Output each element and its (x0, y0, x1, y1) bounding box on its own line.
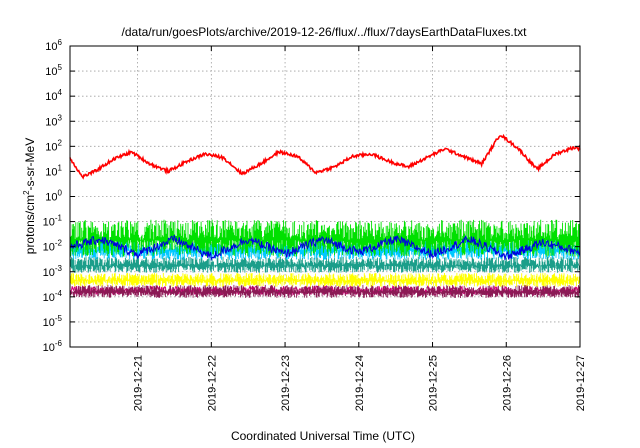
y-tick-base: 10 (45, 166, 57, 178)
y-tick-label: 106 (45, 38, 62, 53)
y-tick-base: 10 (45, 116, 57, 128)
chart-title: /data/run/goesPlots/archive/2019-12-26/f… (122, 25, 528, 39)
y-tick-exponent: 2 (58, 138, 63, 147)
y-tick-label: 103 (45, 113, 62, 128)
x-tick-label: 2019-12-24 (354, 355, 366, 411)
y-axis: 10-610-510-410-310-210-11001011021031041… (43, 38, 580, 354)
y-tick-base: 10 (43, 217, 55, 229)
y-axis-label: protons/cm2-s-sr-MeV (22, 138, 37, 254)
x-tick-label: 2019-12-22 (206, 355, 218, 411)
x-axis: 2019-12-21 2019-12-22 2019-12-23 2019-12-24… (133, 46, 587, 411)
series-2 (69, 272, 581, 287)
y-tick-base: 10 (43, 342, 55, 354)
y-tick-label: 10-4 (43, 289, 63, 304)
x-axis-label: Coordinated Universal Time (UTC) (231, 429, 415, 443)
x-tick-label: 2019-12-26 (501, 355, 513, 411)
x-tick-label: 2019-12-21 (133, 355, 145, 411)
y-tick-label: 10-6 (43, 339, 63, 354)
y-tick-label: 100 (45, 189, 62, 204)
y-tick-exponent: -2 (55, 239, 63, 248)
y-tick-label: 10-3 (43, 264, 63, 279)
series-7 (69, 133, 581, 180)
y-tick-base: 10 (45, 66, 57, 78)
y-tick-base: 10 (45, 192, 57, 204)
series-layer (69, 133, 581, 298)
y-tick-exponent: -4 (55, 289, 63, 298)
y-tick-base: 10 (43, 317, 55, 329)
grid (70, 45, 581, 348)
x-tick-label: 2019-12-23 (280, 355, 292, 411)
y-tick-label: 101 (45, 163, 62, 178)
y-tick-exponent: 5 (58, 63, 63, 72)
y-tick-base: 10 (43, 242, 55, 254)
y-tick-label: 10-1 (43, 214, 63, 229)
y-tick-label: 102 (45, 138, 62, 153)
y-tick-exponent: -1 (55, 214, 63, 223)
y-tick-base: 10 (43, 267, 55, 279)
y-tick-base: 10 (43, 292, 55, 304)
y-tick-label: 10-5 (43, 314, 63, 329)
y-tick-exponent: -3 (55, 264, 63, 273)
y-tick-base: 10 (45, 141, 57, 153)
y-tick-exponent: 0 (58, 189, 63, 198)
y-tick-exponent: -6 (55, 339, 63, 348)
y-tick-exponent: 4 (58, 88, 63, 97)
y-tick-base: 10 (45, 41, 57, 53)
y-tick-label: 10-2 (43, 239, 63, 254)
series-6 (69, 234, 581, 262)
y-tick-exponent: 3 (58, 113, 63, 122)
x-tick-label: 2019-12-25 (428, 355, 440, 411)
y-tick-label: 104 (45, 88, 62, 103)
x-tick-label: 2019-12-27 (575, 355, 587, 411)
y-tick-exponent: 6 (58, 38, 63, 47)
y-tick-label: 105 (45, 63, 62, 78)
y-tick-exponent: 1 (58, 163, 63, 172)
y-tick-exponent: -5 (55, 314, 63, 323)
y-tick-base: 10 (45, 91, 57, 103)
